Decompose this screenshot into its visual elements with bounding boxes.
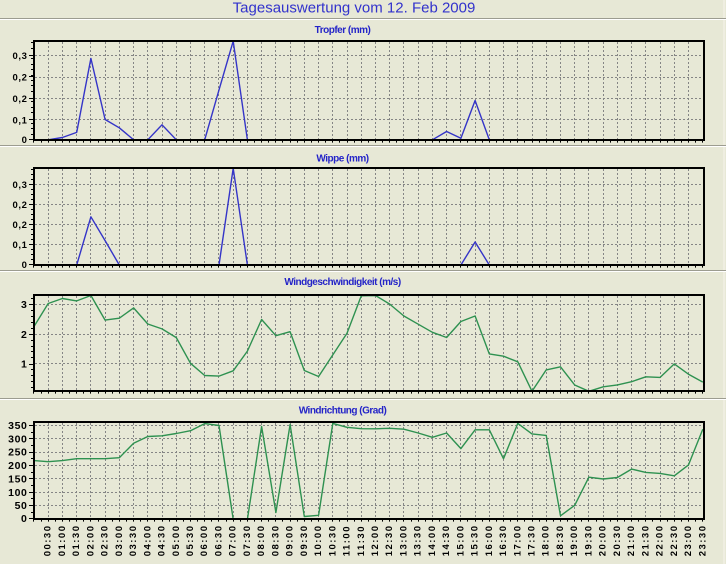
svg-text:03:00: 03:00	[114, 524, 125, 556]
svg-text:11:00: 11:00	[342, 525, 353, 556]
svg-text:09:00: 09:00	[285, 524, 296, 556]
svg-text:11:30: 11:30	[356, 525, 367, 556]
svg-text:50: 50	[15, 500, 28, 512]
svg-text:02:00: 02:00	[85, 524, 96, 556]
svg-text:17:00: 17:00	[512, 524, 523, 556]
svg-text:18:30: 18:30	[555, 524, 566, 556]
svg-text:04:00: 04:00	[142, 524, 153, 556]
svg-text:20:30: 20:30	[612, 524, 623, 556]
svg-text:0: 0	[22, 260, 28, 271]
svg-text:19:30: 19:30	[583, 524, 594, 556]
svg-text:21:00: 21:00	[626, 524, 637, 556]
svg-text:0,3: 0,3	[12, 180, 27, 191]
svg-text:0,2: 0,2	[12, 72, 27, 83]
svg-text:0,2: 0,2	[12, 94, 27, 105]
svg-text:Windrichtung (Grad): Windrichtung (Grad)	[299, 406, 387, 417]
svg-text:12:00: 12:00	[370, 524, 381, 556]
svg-text:16:00: 16:00	[484, 524, 495, 556]
svg-text:15:00: 15:00	[455, 524, 466, 556]
svg-text:01:00: 01:00	[57, 524, 68, 556]
svg-text:22:00: 22:00	[655, 524, 666, 556]
svg-text:3: 3	[21, 299, 27, 311]
svg-text:Tropfer (mm): Tropfer (mm)	[315, 25, 371, 36]
svg-text:12:30: 12:30	[384, 524, 395, 556]
svg-text:0: 0	[21, 513, 27, 525]
svg-text:00:30: 00:30	[43, 524, 54, 556]
svg-text:21:30: 21:30	[640, 524, 651, 556]
svg-text:06:30: 06:30	[214, 524, 225, 556]
svg-text:1: 1	[21, 358, 27, 370]
svg-text:17:30: 17:30	[527, 524, 538, 556]
svg-text:18:00: 18:00	[541, 524, 552, 556]
svg-text:0,1: 0,1	[12, 115, 27, 126]
svg-text:200: 200	[8, 460, 27, 472]
svg-text:08:30: 08:30	[270, 524, 281, 556]
svg-text:10:00: 10:00	[313, 524, 324, 556]
svg-text:0,2: 0,2	[12, 200, 27, 211]
svg-text:23:30: 23:30	[697, 524, 708, 556]
svg-text:14:00: 14:00	[427, 524, 438, 556]
svg-text:0,2: 0,2	[12, 220, 27, 231]
svg-text:04:30: 04:30	[157, 524, 168, 556]
svg-text:06:00: 06:00	[199, 524, 210, 556]
svg-text:16:30: 16:30	[498, 524, 509, 556]
svg-text:250: 250	[8, 447, 27, 459]
svg-text:05:30: 05:30	[185, 524, 196, 556]
svg-text:05:00: 05:00	[171, 524, 182, 556]
svg-text:08:00: 08:00	[256, 524, 267, 556]
svg-text:13:30: 13:30	[413, 524, 424, 556]
svg-text:09:30: 09:30	[299, 524, 310, 556]
svg-text:10:30: 10:30	[327, 524, 338, 556]
svg-text:22:30: 22:30	[669, 524, 680, 556]
svg-text:0,1: 0,1	[12, 240, 27, 251]
svg-text:350: 350	[8, 420, 27, 432]
svg-text:07:00: 07:00	[228, 524, 239, 556]
svg-text:03:30: 03:30	[128, 524, 139, 556]
svg-text:20:00: 20:00	[598, 524, 609, 556]
svg-text:14:30: 14:30	[441, 524, 452, 556]
svg-text:Tagesauswertung vom 12. Feb 20: Tagesauswertung vom 12. Feb 2009	[233, 0, 476, 17]
svg-text:02:30: 02:30	[100, 524, 111, 556]
svg-text:Wippe (mm): Wippe (mm)	[316, 154, 368, 165]
svg-text:0: 0	[22, 135, 28, 146]
svg-text:15:30: 15:30	[470, 524, 481, 556]
svg-text:2: 2	[21, 329, 27, 341]
svg-text:300: 300	[8, 433, 27, 445]
svg-text:Windgeschwindigkeit (m/s): Windgeschwindigkeit (m/s)	[284, 277, 400, 288]
svg-text:01:30: 01:30	[71, 524, 82, 556]
svg-text:150: 150	[8, 473, 27, 485]
svg-text:07:30: 07:30	[242, 524, 253, 556]
svg-text:0,3: 0,3	[12, 51, 27, 62]
svg-text:23:00: 23:00	[683, 524, 694, 556]
svg-text:100: 100	[8, 487, 27, 499]
svg-text:19:00: 19:00	[569, 524, 580, 556]
svg-text:13:00: 13:00	[398, 524, 409, 556]
